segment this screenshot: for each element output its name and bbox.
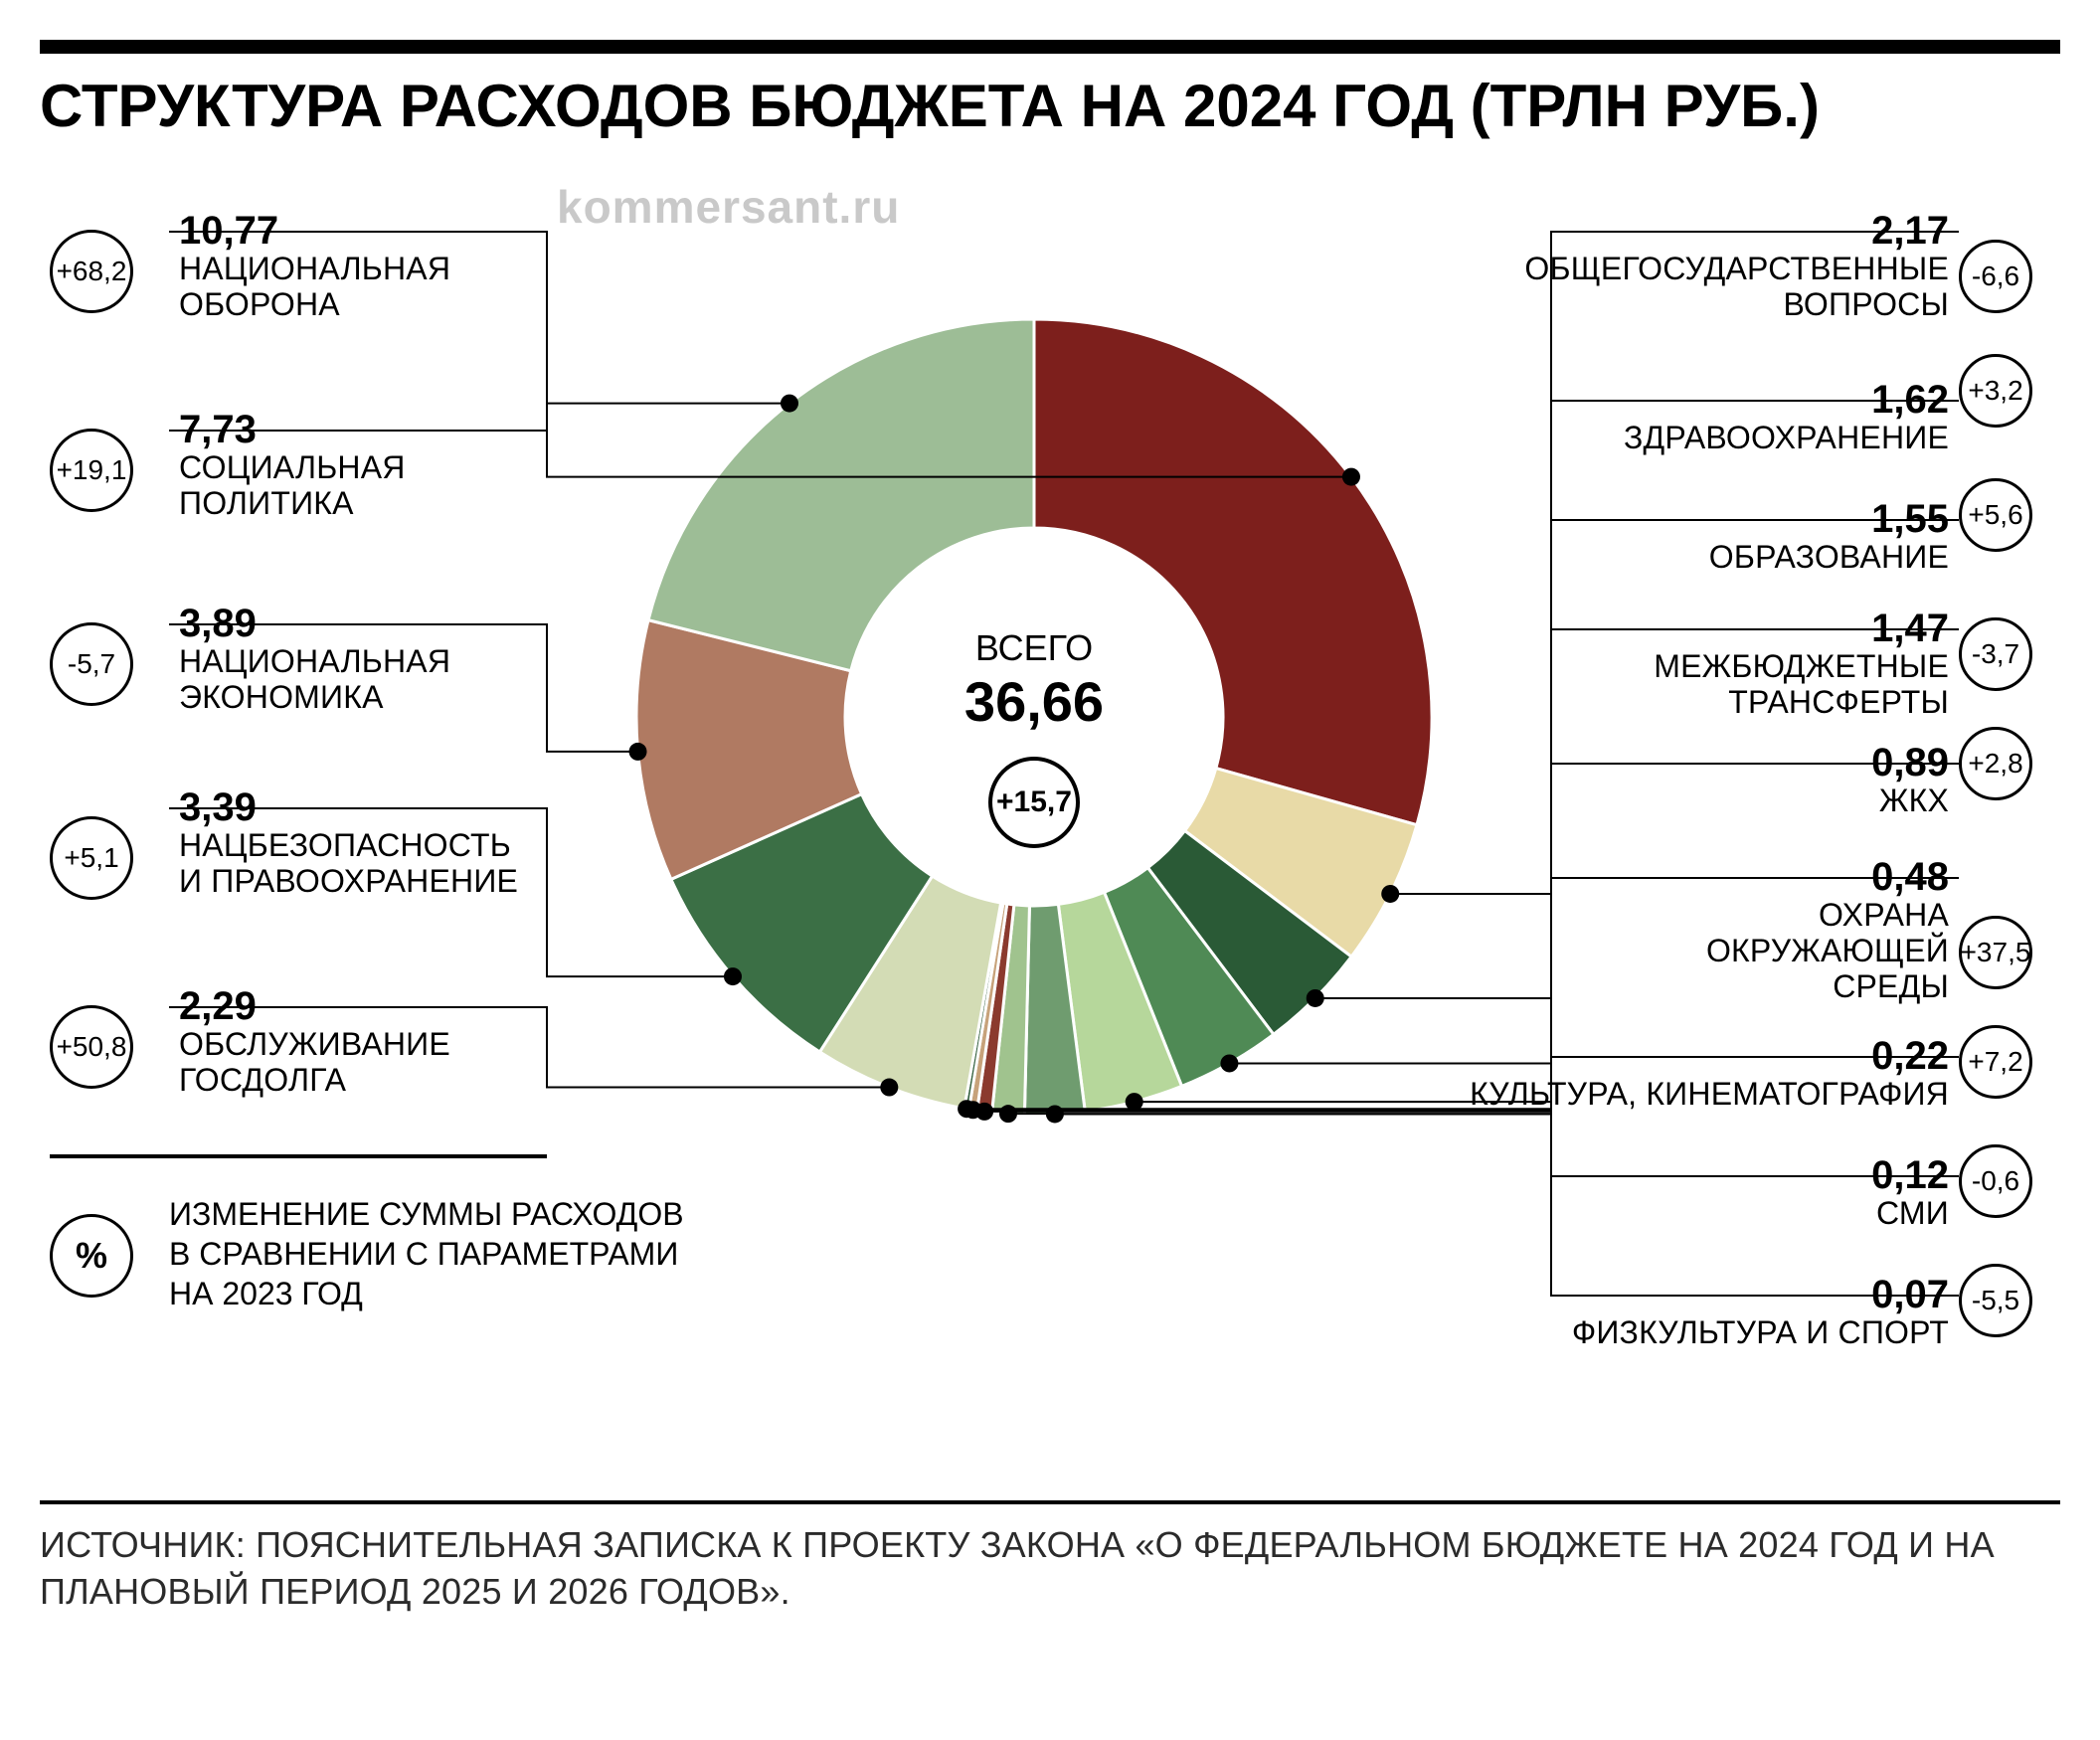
label-name: НАЦБЕЗОПАСНОСТЬ И ПРАВООХРАНЕНИЕ [179, 828, 518, 900]
label-value: 10,77 [179, 210, 450, 252]
label-name: ОХРАНА ОКРУЖАЮЩЕЙ СРЕДЫ [1706, 898, 1949, 1004]
change-bubble-security: +5,1 [50, 816, 133, 900]
label-value: 0,22 [1470, 1035, 1949, 1077]
label-value: 2,29 [179, 985, 450, 1027]
label-culture: 0,22КУЛЬТУРА, КИНЕМАТОГРАФИЯ [1470, 1035, 1949, 1113]
change-value: -3,7 [1972, 638, 2019, 670]
label-env: 0,48ОХРАНА ОКРУЖАЮЩЕЙ СРЕДЫ [1706, 856, 1949, 1004]
label-value: 1,55 [1709, 498, 1949, 540]
labels-layer: 10,77НАЦИОНАЛЬНАЯ ОБОРОНА +68,2 2,17ОБЩЕГО… [40, 150, 2060, 1492]
label-value: 0,07 [1572, 1274, 1949, 1315]
label-name: НАЦИОНАЛЬНАЯ ОБОРОНА [179, 252, 450, 323]
center-total: 36,66 [915, 669, 1153, 734]
change-value: -6,6 [1972, 261, 2019, 292]
label-value: 0,48 [1706, 856, 1949, 898]
label-name: ОБЩЕГОСУДАРСТВЕННЫЕ ВОПРОСЫ [1524, 252, 1949, 323]
label-transfers: 1,47МЕЖБЮДЖЕТНЫЕ ТРАНСФЕРТЫ [1654, 608, 1949, 721]
page: СТРУКТУРА РАСХОДОВ БЮДЖЕТА НА 2024 ГОД (… [0, 0, 2100, 1740]
change-bubble-env: +37,5 [1959, 916, 2032, 989]
legend-text: ИЗМЕНЕНИЕ СУММЫ РАСХОДОВ В СРАВНЕНИИ С П… [169, 1194, 684, 1313]
change-value: +50,8 [57, 1031, 127, 1063]
label-name: ОБРАЗОВАНИЕ [1709, 540, 1949, 576]
label-hcs: 0,89ЖКХ [1871, 742, 1949, 819]
label-value: 7,73 [179, 409, 406, 450]
legend-symbol: % [76, 1235, 107, 1277]
change-bubble-health: +3,2 [1959, 354, 2032, 428]
label-name: СМИ [1871, 1196, 1949, 1232]
change-bubble-edu: +5,6 [1959, 478, 2032, 552]
label-value: 3,39 [179, 786, 518, 828]
change-value: +37,5 [1961, 937, 2031, 968]
label-value: 1,47 [1654, 608, 1949, 649]
label-value: 0,89 [1871, 742, 1949, 783]
label-name: НАЦИОНАЛЬНАЯ ЭКОНОМИКА [179, 644, 450, 716]
center-change-value: +15,7 [996, 785, 1072, 819]
change-bubble-economy: -5,7 [50, 622, 133, 706]
change-bubble-hcs: +2,8 [1959, 727, 2032, 800]
change-bubble-culture: +7,2 [1959, 1025, 2032, 1099]
label-gov: 2,17ОБЩЕГОСУДАРСТВЕННЫЕ ВОПРОСЫ [1524, 210, 1949, 323]
change-value: -5,5 [1972, 1285, 2019, 1316]
legend-symbol-bubble: % [50, 1214, 133, 1298]
change-value: -5,7 [68, 648, 115, 680]
chart: kommersant.ru 10,77НАЦИОНАЛЬНАЯ ОБОРОНА+… [40, 150, 2060, 1492]
label-name: ОБСЛУЖИВАНИЕ ГОСДОЛГА [179, 1027, 450, 1099]
label-sport: 0,07ФИЗКУЛЬТУРА И СПОРТ [1572, 1274, 1949, 1351]
label-value: 0,12 [1871, 1154, 1949, 1196]
center-caption: ВСЕГО [915, 627, 1153, 669]
change-value: +7,2 [1968, 1046, 2022, 1078]
change-value: +68,2 [57, 256, 127, 287]
change-bubble-debt: +50,8 [50, 1005, 133, 1089]
legend-divider [50, 1154, 547, 1158]
label-value: 3,89 [179, 603, 450, 644]
label-defense: 10,77НАЦИОНАЛЬНАЯ ОБОРОНА [179, 210, 450, 323]
change-bubble-transfers: -3,7 [1959, 617, 2032, 691]
change-value: +5,1 [64, 842, 118, 874]
change-value: -0,6 [1972, 1165, 2019, 1197]
bottom-rule [40, 1500, 2060, 1504]
label-value: 2,17 [1524, 210, 1949, 252]
change-value: +3,2 [1968, 375, 2022, 407]
change-bubble-social: +19,1 [50, 429, 133, 512]
label-economy: 3,89НАЦИОНАЛЬНАЯ ЭКОНОМИКА [179, 603, 450, 716]
change-bubble-gov: -6,6 [1959, 240, 2032, 313]
change-value: +2,8 [1968, 748, 2022, 780]
center-label: ВСЕГО36,66 [915, 627, 1153, 734]
center-change-bubble: +15,7 [988, 757, 1080, 848]
source-text: ИСТОЧНИК: ПОЯСНИТЕЛЬНАЯ ЗАПИСКА К ПРОЕКТ… [40, 1522, 2060, 1616]
page-title: СТРУКТУРА РАСХОДОВ БЮДЖЕТА НА 2024 ГОД (… [40, 72, 2060, 140]
label-name: СОЦИАЛЬНАЯ ПОЛИТИКА [179, 450, 406, 522]
top-rule [40, 40, 2060, 54]
label-health: 1,62ЗДРАВООХРАНЕНИЕ [1624, 379, 1949, 456]
label-social: 7,73СОЦИАЛЬНАЯ ПОЛИТИКА [179, 409, 406, 522]
label-name: ЖКХ [1871, 783, 1949, 819]
label-edu: 1,55ОБРАЗОВАНИЕ [1709, 498, 1949, 576]
change-bubble-media: -0,6 [1959, 1144, 2032, 1218]
change-bubble-sport: -5,5 [1959, 1264, 2032, 1337]
change-bubble-defense: +68,2 [50, 230, 133, 313]
label-security: 3,39НАЦБЕЗОПАСНОСТЬ И ПРАВООХРАНЕНИЕ [179, 786, 518, 900]
label-name: КУЛЬТУРА, КИНЕМАТОГРАФИЯ [1470, 1077, 1949, 1113]
label-value: 1,62 [1624, 379, 1949, 421]
label-name: МЕЖБЮДЖЕТНЫЕ ТРАНСФЕРТЫ [1654, 649, 1949, 721]
label-media: 0,12СМИ [1871, 1154, 1949, 1232]
label-name: ЗДРАВООХРАНЕНИЕ [1624, 421, 1949, 456]
label-name: ФИЗКУЛЬТУРА И СПОРТ [1572, 1315, 1949, 1351]
label-debt: 2,29ОБСЛУЖИВАНИЕ ГОСДОЛГА [179, 985, 450, 1099]
change-value: +5,6 [1968, 499, 2022, 531]
change-value: +19,1 [57, 454, 127, 486]
